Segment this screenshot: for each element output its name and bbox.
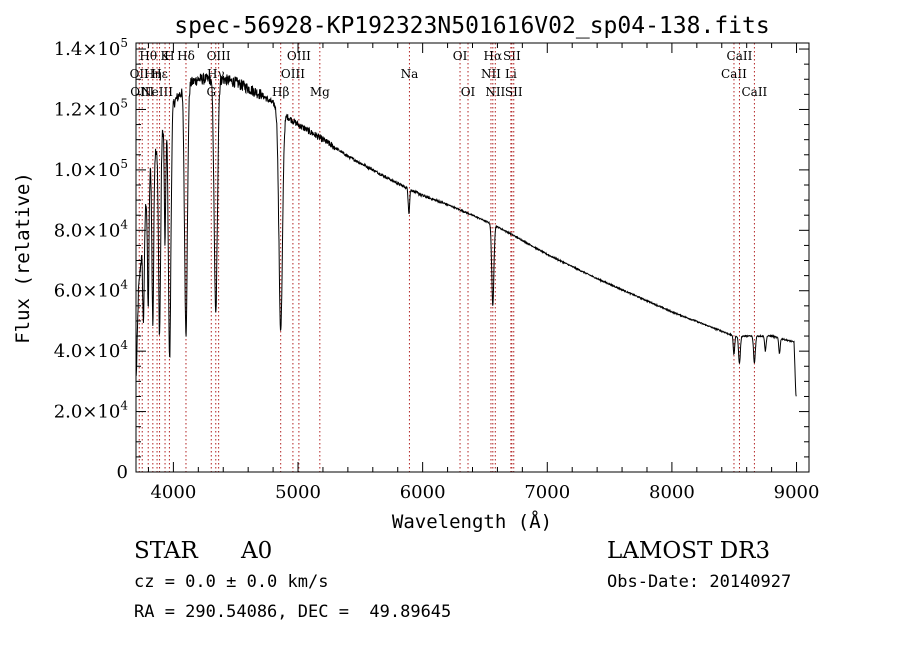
line-marker-label: NeIII (141, 85, 173, 99)
line-marker-label: SII (503, 49, 521, 63)
line-marker-label: Hδ (177, 49, 195, 63)
line-marker-label: Na (401, 67, 419, 81)
chart-title: spec-56928-KP192323N501616V02_sp04-138.f… (174, 13, 769, 39)
line-marker-label: CaII (721, 67, 747, 81)
line-marker-label: OII (130, 67, 150, 81)
redshift-readout: cz = 0.0 ± 0.0 km/s (134, 572, 329, 592)
line-marker-label: OI (453, 49, 468, 63)
y-tick-label: 1.0×105 (54, 157, 128, 181)
x-axis-ticks: 4000 5000 6000 7000 8000 9000 (147, 43, 820, 503)
x-tick-label: 8000 (649, 482, 695, 503)
line-marker-label: H (164, 49, 174, 63)
obs-date: Obs-Date: 20140927 (607, 572, 792, 592)
line-marker-label: OI (461, 85, 476, 99)
object-subclass: A0 (241, 538, 273, 564)
line-marker-label: G (206, 85, 216, 99)
line-marker-label: K (161, 49, 171, 63)
y-tick-label: 1.2×105 (54, 96, 128, 120)
line-marker-label: Mg (310, 85, 330, 99)
y-tick-label: 8.0×104 (54, 217, 129, 241)
spectrum-line (135, 72, 797, 397)
line-marker-label: OIII (287, 49, 311, 63)
plot-frame (135, 42, 810, 473)
line-marker-label: Hε (151, 67, 168, 81)
x-tick-label: 5000 (275, 482, 321, 503)
y-tick-label: 4.0×104 (54, 338, 129, 362)
line-marker-label: Hα (484, 49, 503, 63)
x-tick-label: 4000 (150, 482, 196, 503)
y-axis-label: Flux (relative) (12, 172, 34, 344)
object-class: STAR (134, 538, 198, 564)
y-tick-label: 6.0×104 (54, 278, 129, 302)
line-marker-label: NII (481, 67, 501, 81)
line-marker-label: NII (485, 85, 505, 99)
line-marker-label: SII (505, 85, 523, 99)
line-marker-label: Li (505, 67, 517, 81)
x-tick-label: 9000 (774, 482, 820, 503)
y-tick-label: 1.4×105 (54, 36, 128, 60)
x-axis-label: Wavelength (Å) (392, 510, 552, 533)
line-marker-label: Hβ (272, 85, 289, 99)
coordinates: RA = 290.54086, DEC = 49.89645 (134, 602, 452, 622)
y-tick-label: 2.0×104 (54, 399, 129, 423)
y-tick-label: 0 (117, 462, 128, 483)
line-marker-label: CaII (741, 85, 767, 99)
x-tick-label: 7000 (524, 482, 570, 503)
line-marker-label: OIII (281, 67, 305, 81)
line-marker-label: CaII (727, 49, 753, 63)
x-tick-label: 6000 (400, 482, 446, 503)
survey-name: LAMOST DR3 (607, 538, 771, 564)
y-axis-ticks: 0 2.0×104 4.0×104 6.0×104 8.0×104 1.0×105 1.2×… (54, 36, 809, 483)
line-marker-label: OIII (207, 49, 231, 63)
line-marker-label: Hη (144, 67, 162, 81)
line-marker-label: Hθ (139, 49, 157, 63)
